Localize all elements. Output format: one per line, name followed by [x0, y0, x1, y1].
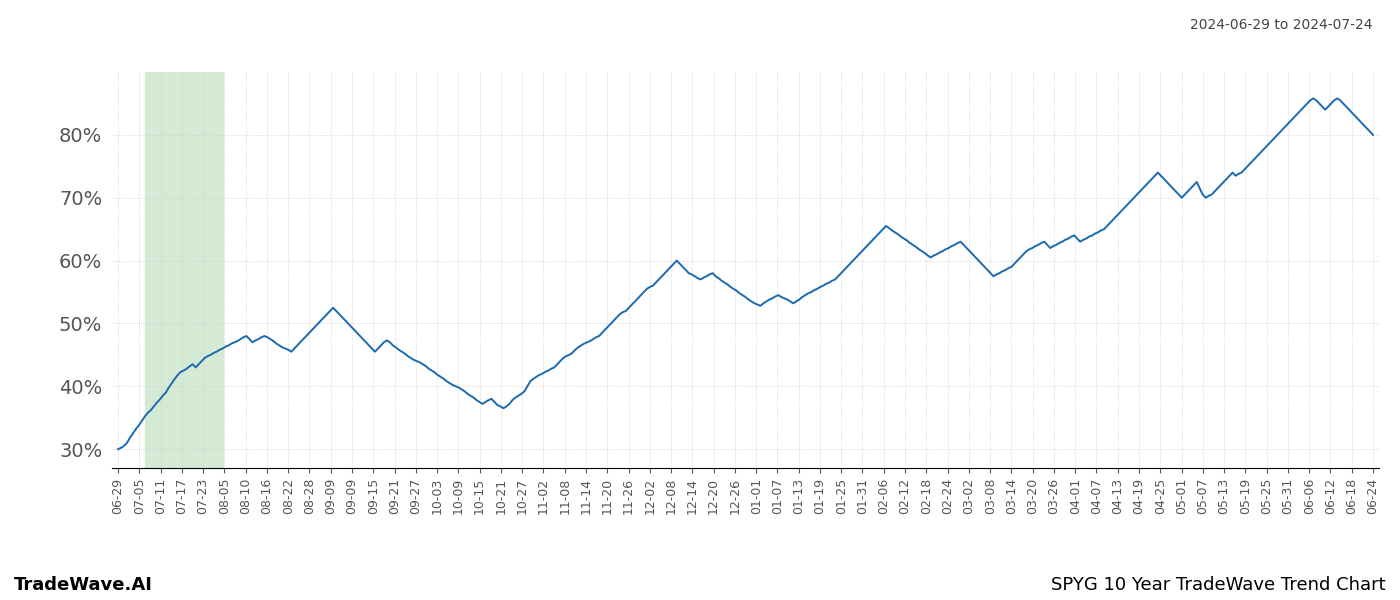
Text: SPYG 10 Year TradeWave Trend Chart: SPYG 10 Year TradeWave Trend Chart — [1051, 576, 1386, 594]
Text: TradeWave.AI: TradeWave.AI — [14, 576, 153, 594]
Text: 2024-06-29 to 2024-07-24: 2024-06-29 to 2024-07-24 — [1190, 18, 1372, 32]
Bar — [144, 72, 223, 468]
